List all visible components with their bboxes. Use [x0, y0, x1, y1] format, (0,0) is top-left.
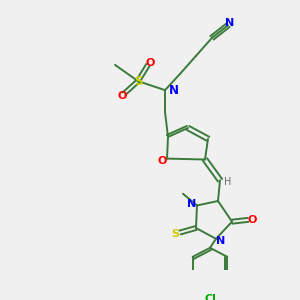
Text: O: O — [247, 215, 257, 225]
Text: N: N — [216, 236, 226, 246]
Text: O: O — [117, 91, 127, 100]
Text: N: N — [225, 17, 235, 28]
Text: Cl: Cl — [204, 294, 216, 300]
Text: N: N — [169, 84, 179, 97]
Text: N: N — [188, 199, 196, 209]
Text: S: S — [134, 75, 142, 88]
Text: H: H — [224, 177, 232, 187]
Text: O: O — [145, 58, 155, 68]
Text: S: S — [171, 229, 179, 239]
Text: O: O — [157, 156, 167, 166]
